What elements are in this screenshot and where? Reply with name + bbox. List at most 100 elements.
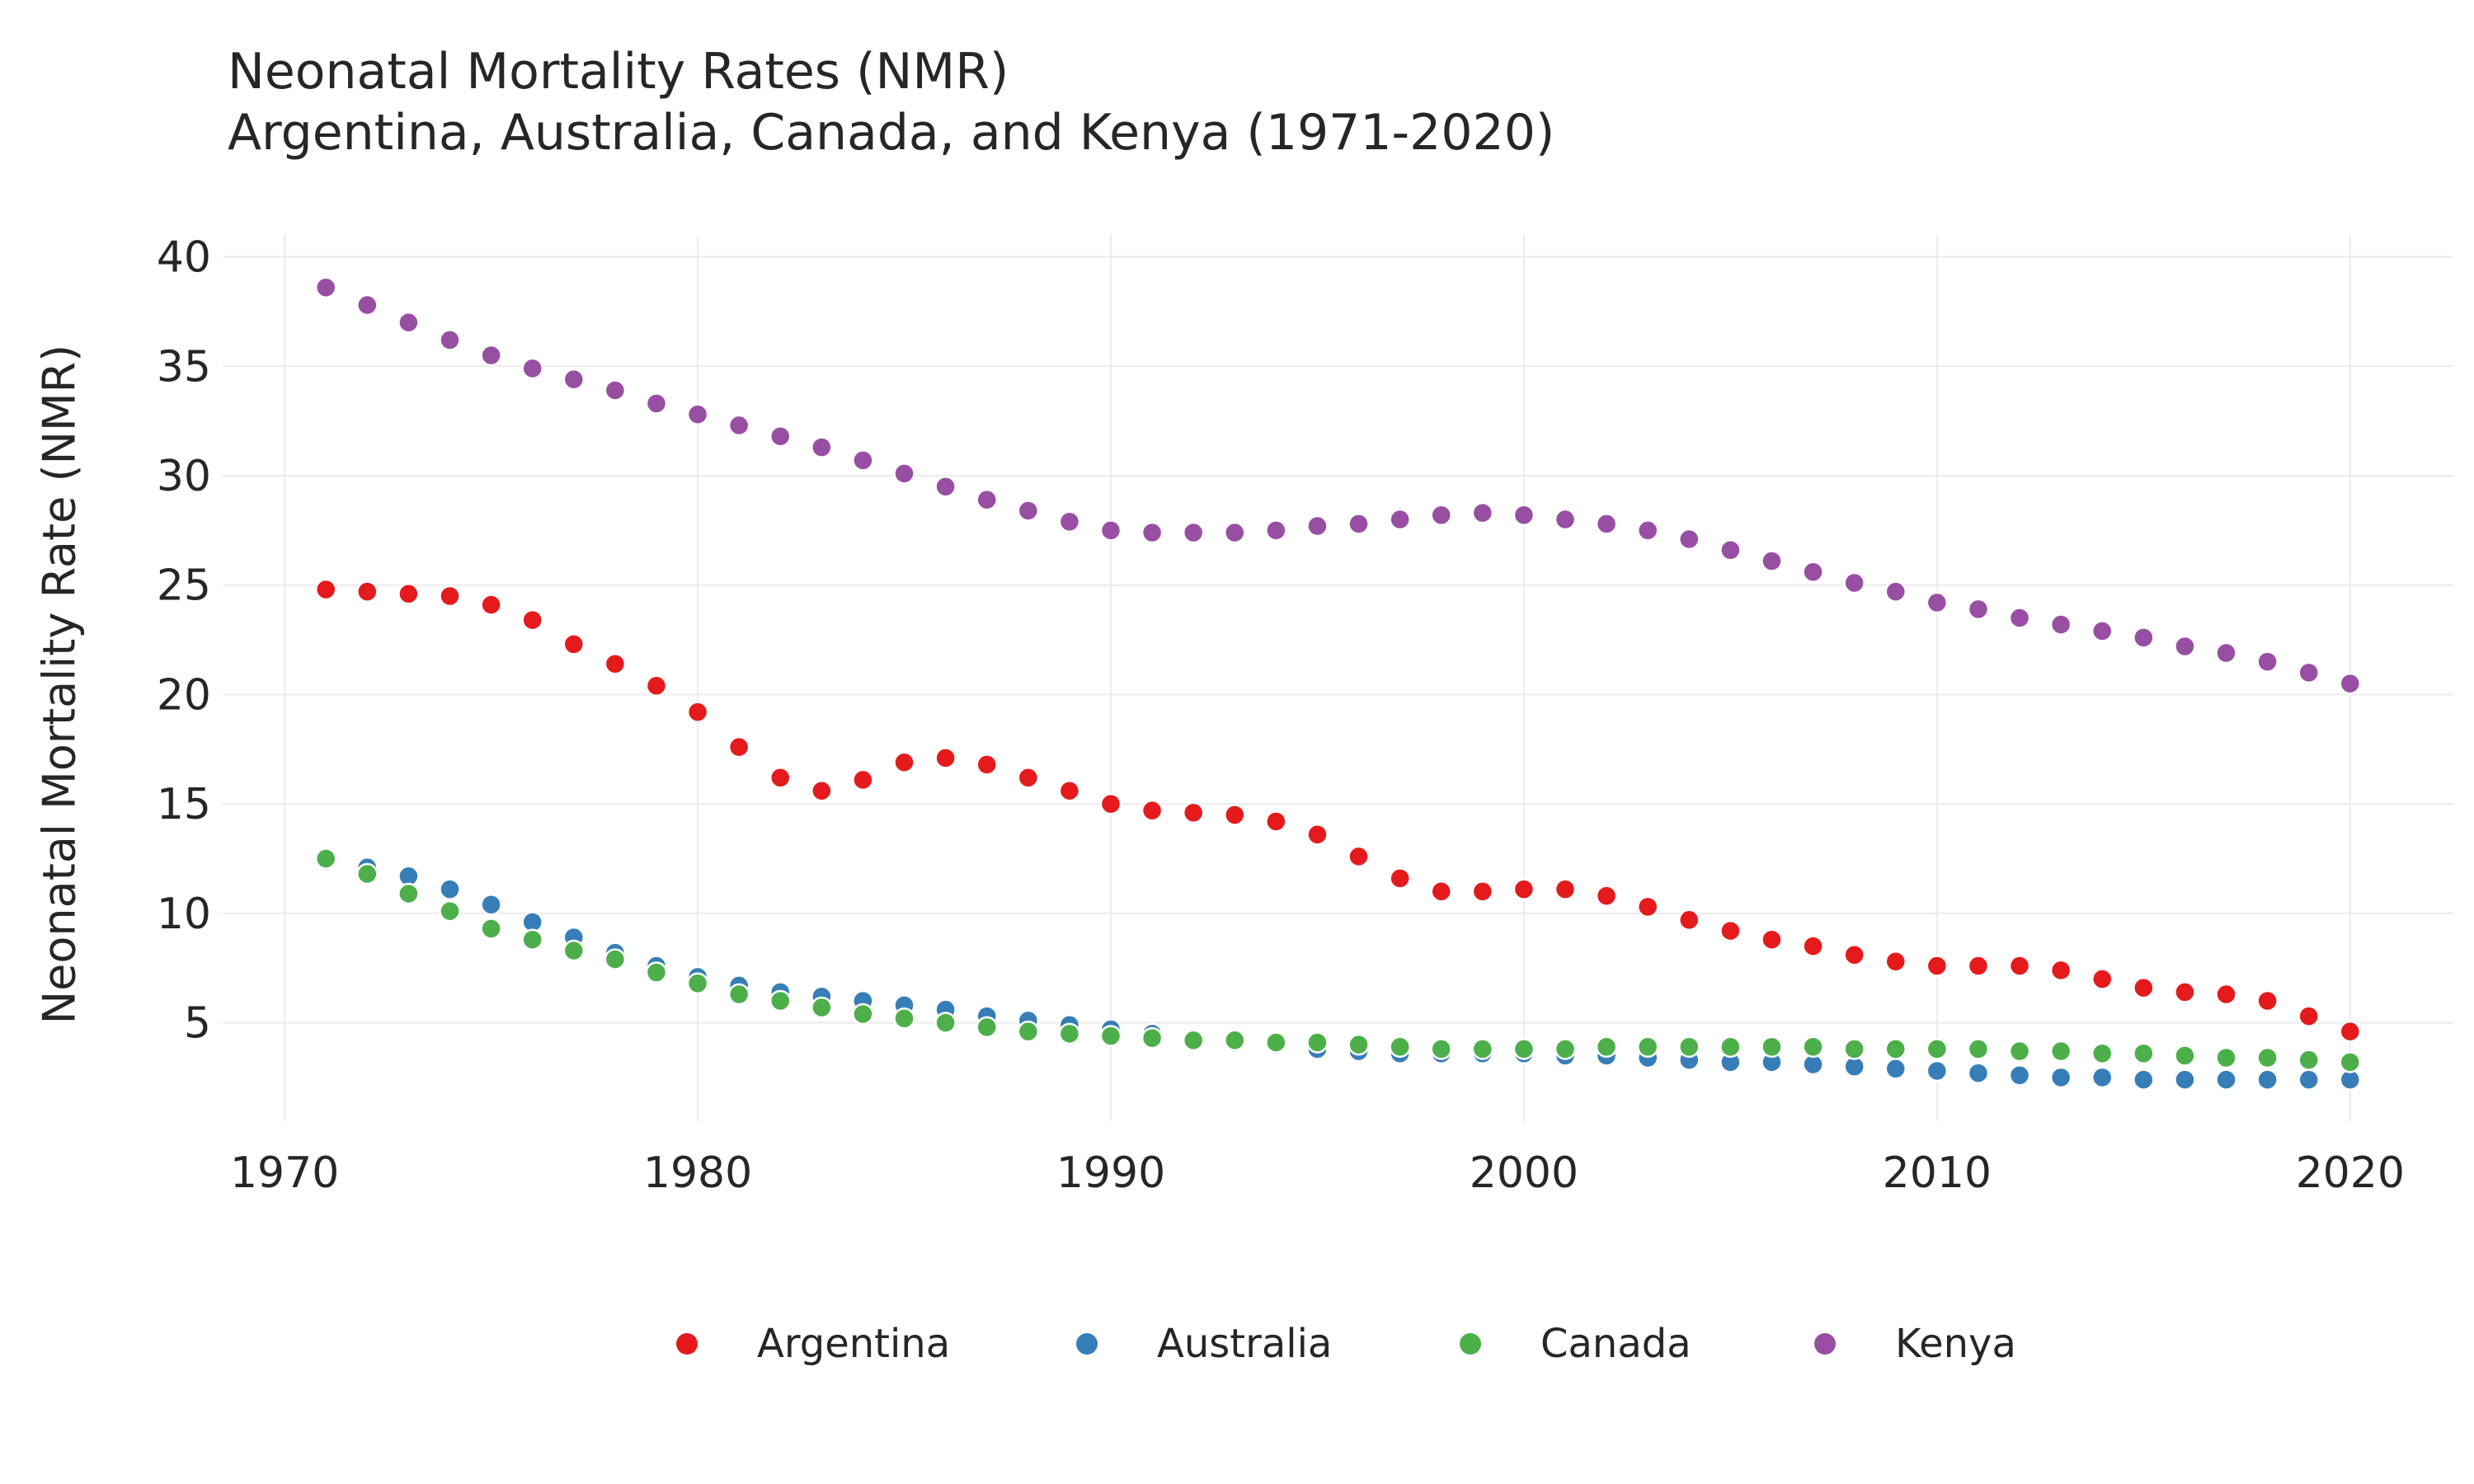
data-point-canada bbox=[1843, 1038, 1865, 1060]
data-point-canada bbox=[1761, 1036, 1783, 1059]
data-point-argentina bbox=[314, 578, 337, 601]
data-point-canada bbox=[686, 972, 709, 995]
data-point-canada bbox=[893, 1007, 915, 1030]
data-point-kenya bbox=[1389, 508, 1411, 531]
data-point-argentina bbox=[2049, 959, 2072, 982]
data-point-kenya bbox=[645, 392, 668, 415]
legend-item-kenya: Kenya bbox=[1814, 1311, 2016, 1377]
data-point-argentina bbox=[480, 594, 502, 616]
data-point-argentina bbox=[1306, 824, 1329, 846]
data-point-canada bbox=[604, 948, 627, 970]
legend-item-australia: Australia bbox=[1076, 1311, 1332, 1377]
data-point-kenya bbox=[686, 403, 709, 425]
data-point-kenya bbox=[2339, 672, 2362, 695]
data-point-kenya bbox=[1554, 508, 1577, 531]
legend-marker bbox=[676, 1333, 698, 1355]
data-point-canada bbox=[1678, 1036, 1700, 1059]
data-point-argentina bbox=[604, 652, 627, 675]
data-point-kenya bbox=[521, 357, 543, 380]
y-tick-label: 20 bbox=[157, 670, 211, 720]
data-point-argentina bbox=[1017, 767, 1040, 789]
data-point-kenya bbox=[852, 449, 874, 472]
grid-lines bbox=[223, 235, 2453, 1121]
data-point-canada bbox=[645, 961, 668, 984]
data-point-kenya bbox=[2256, 650, 2279, 673]
data-point-australia bbox=[2215, 1068, 2237, 1091]
data-point-canada bbox=[480, 918, 502, 940]
legend-item-argentina: Argentina bbox=[676, 1311, 950, 1377]
data-point-canada bbox=[2133, 1042, 2155, 1064]
data-point-canada bbox=[1058, 1022, 1081, 1045]
data-point-argentina bbox=[976, 754, 998, 776]
data-point-kenya bbox=[1802, 561, 1824, 584]
data-point-australia bbox=[439, 878, 461, 900]
data-point-canada bbox=[1141, 1026, 1164, 1050]
data-point-argentina bbox=[1265, 810, 1287, 833]
legend-marker bbox=[1460, 1333, 1481, 1355]
data-point-canada bbox=[562, 939, 586, 962]
axis-ticks: 1970 1980 1990 2000 2010 2020 5 10 15 20 25 30 35 40 bbox=[157, 233, 2405, 1198]
data-point-argentina bbox=[2215, 983, 2237, 1006]
data-point-argentina bbox=[1719, 919, 1742, 942]
data-point-argentina bbox=[521, 608, 543, 632]
data-point-argentina bbox=[2008, 955, 2031, 977]
data-point-kenya bbox=[2008, 607, 2031, 629]
data-point-kenya bbox=[2174, 635, 2196, 658]
data-point-canada bbox=[1802, 1036, 1824, 1059]
data-point-kenya bbox=[976, 488, 998, 511]
data-point-argentina bbox=[1224, 804, 1246, 826]
data-point-canada bbox=[1471, 1038, 1494, 1060]
legend-item-canada: Canada bbox=[1460, 1311, 1691, 1377]
data-point-kenya bbox=[1678, 528, 1700, 551]
data-point-argentina bbox=[2133, 976, 2155, 999]
y-tick-label: 40 bbox=[157, 233, 211, 283]
data-point-kenya bbox=[893, 463, 915, 485]
data-point-argentina bbox=[1636, 895, 1659, 918]
legend-marker bbox=[1814, 1333, 1836, 1355]
data-point-canada bbox=[2174, 1045, 2196, 1067]
x-tick-label: 1970 bbox=[230, 1148, 339, 1198]
data-point-kenya bbox=[1719, 538, 1742, 561]
data-point-argentina bbox=[1802, 935, 1824, 957]
chart-title: Neonatal Mortality Rates (NMR) bbox=[228, 43, 1009, 101]
data-point-canada bbox=[2008, 1040, 2031, 1063]
data-point-canada bbox=[852, 1003, 874, 1026]
data-point-australia bbox=[1884, 1058, 1907, 1080]
data-point-kenya bbox=[1761, 550, 1783, 572]
data-point-canada bbox=[934, 1012, 957, 1034]
data-point-canada bbox=[1926, 1038, 1949, 1060]
data-point-kenya bbox=[1058, 510, 1081, 533]
x-tick-label: 1980 bbox=[643, 1148, 752, 1198]
data-point-australia bbox=[2008, 1064, 2031, 1087]
data-point-kenya bbox=[1471, 501, 1494, 524]
data-point-kenya bbox=[1967, 598, 1990, 621]
data-point-argentina bbox=[562, 633, 586, 655]
data-point-argentina bbox=[2339, 1020, 2362, 1043]
data-point-argentina bbox=[852, 768, 874, 791]
data-point-canada bbox=[769, 989, 792, 1012]
x-tick-label: 1990 bbox=[1056, 1148, 1165, 1198]
y-tick-label: 10 bbox=[157, 890, 211, 939]
data-point-canada bbox=[2049, 1040, 2072, 1063]
data-point-australia bbox=[1967, 1062, 1990, 1084]
data-point-australia bbox=[480, 893, 502, 916]
data-point-canada bbox=[1430, 1038, 1452, 1060]
data-point-canada bbox=[439, 899, 461, 923]
data-point-kenya bbox=[1348, 513, 1370, 535]
x-tick-label: 2000 bbox=[1470, 1148, 1578, 1198]
data-point-argentina bbox=[727, 735, 750, 758]
data-point-canada bbox=[314, 848, 337, 870]
data-point-kenya bbox=[356, 294, 379, 317]
data-point-kenya bbox=[1884, 580, 1907, 603]
data-point-canada bbox=[811, 996, 833, 1019]
y-tick-label: 25 bbox=[157, 561, 211, 611]
data-point-kenya bbox=[314, 276, 337, 298]
x-tick-label: 2010 bbox=[1883, 1148, 1992, 1198]
data-point-canada bbox=[1017, 1020, 1040, 1043]
data-point-australia bbox=[2256, 1068, 2279, 1091]
data-point-argentina bbox=[645, 674, 668, 697]
x-tick-label: 2020 bbox=[2296, 1148, 2405, 1198]
chart-title-block: Neonatal Mortality Rates (NMR) Argentina… bbox=[228, 41, 1554, 163]
data-point-kenya bbox=[2049, 613, 2072, 636]
